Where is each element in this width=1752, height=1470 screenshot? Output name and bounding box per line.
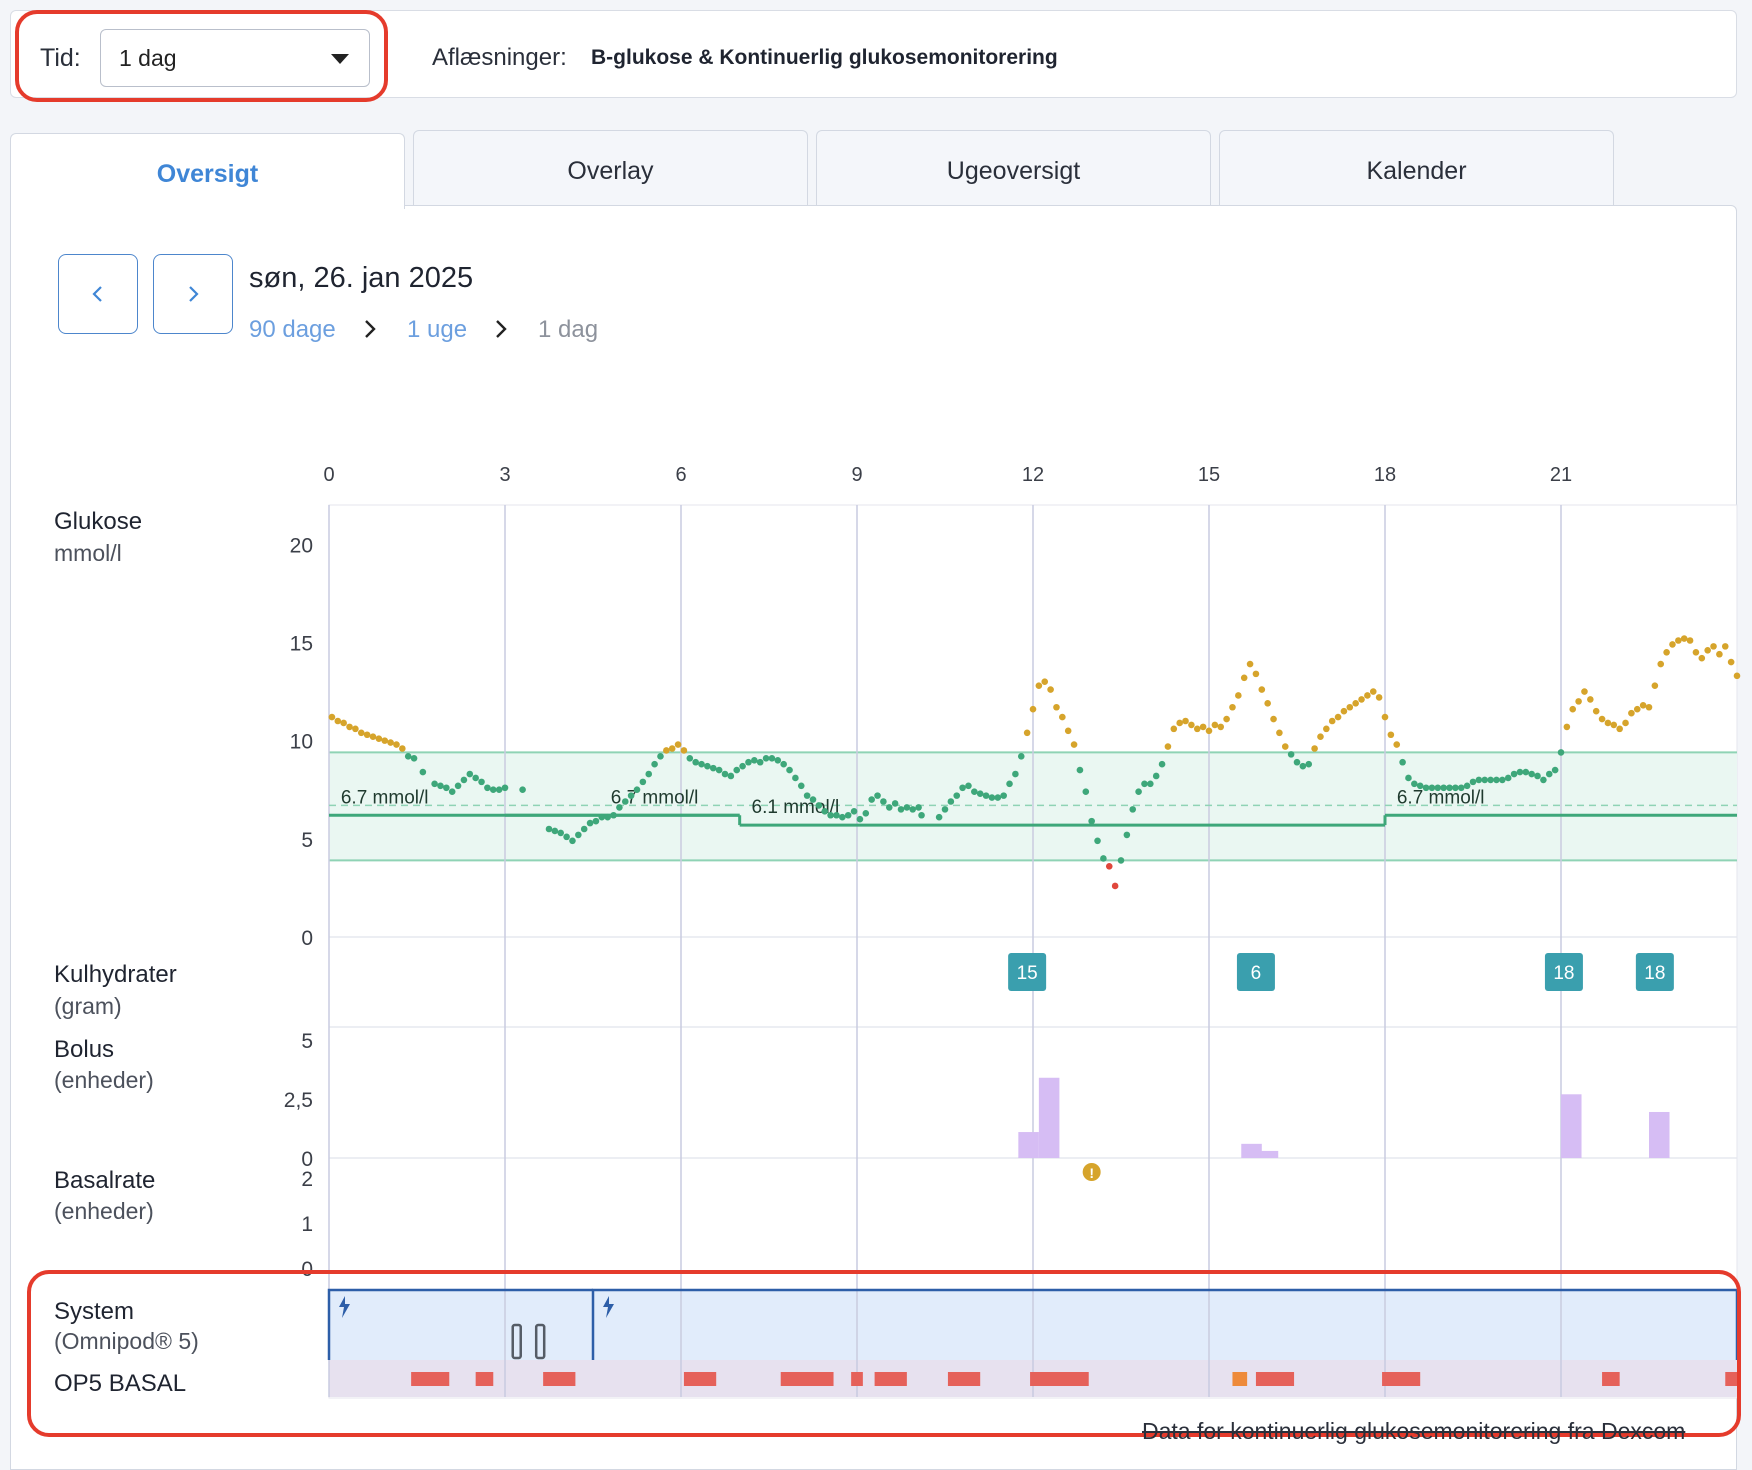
breadcrumb-90-days[interactable]: 90 dage (249, 316, 336, 343)
glucose-unit: mmol/l (54, 540, 122, 566)
chevron-right-icon (365, 320, 376, 338)
tab-oversigt[interactable]: Oversigt (10, 133, 405, 209)
basal-title: Basalrate (54, 1167, 156, 1194)
chevron-right-icon (189, 286, 199, 302)
current-date: søn, 26. jan 2025 (249, 262, 474, 294)
tab-overlay[interactable]: Overlay (413, 130, 808, 206)
glucose-title: Glukose (54, 508, 143, 535)
time-label: Tid: (40, 44, 81, 72)
system-unit: (Omnipod® 5) (54, 1328, 199, 1354)
system-title: System (54, 1298, 135, 1325)
overview-panel (10, 205, 1737, 1470)
breadcrumb-1-week[interactable]: 1 uge (407, 316, 468, 343)
basal-unit: (enheder) (54, 1198, 154, 1224)
chevron-left-icon (92, 286, 102, 302)
readings-value: B-glukose & Kontinuerlig glukosemonitore… (591, 46, 1058, 69)
carbs-title: Kulhydrater (54, 961, 177, 988)
time-select-value: 1 dag (119, 45, 177, 71)
time-select[interactable]: 1 dag (100, 29, 370, 87)
previous-day-button[interactable] (58, 254, 138, 334)
readings-label: Aflæsninger: (432, 44, 567, 71)
data-source-note: Data for kontinuerlig glukosemonitorerin… (1142, 1418, 1686, 1444)
next-day-button[interactable] (153, 254, 233, 334)
bolus-unit: (enheder) (54, 1067, 154, 1093)
carbs-unit: (gram) (54, 993, 122, 1019)
op5-basal-title: OP5 BASAL (54, 1370, 187, 1397)
bolus-title: Bolus (54, 1036, 115, 1063)
chevron-right-icon (496, 320, 507, 338)
breadcrumb-1-day: 1 dag (538, 316, 599, 343)
chevron-down-icon (331, 54, 349, 64)
tab-kalender[interactable]: Kalender (1219, 130, 1614, 206)
tab-ugeoversigt[interactable]: Ugeoversigt (816, 130, 1211, 206)
